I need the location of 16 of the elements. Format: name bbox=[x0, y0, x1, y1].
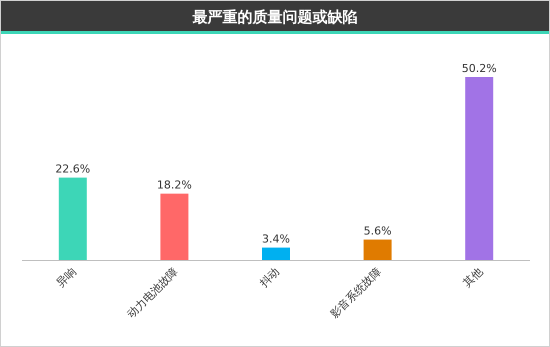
x-tick-label: 抖动 bbox=[256, 264, 282, 290]
data-label: 3.4% bbox=[262, 232, 290, 246]
bar bbox=[465, 77, 494, 260]
x-tick-label: 其他 bbox=[460, 264, 486, 290]
bar bbox=[262, 248, 290, 260]
data-label: 22.6% bbox=[55, 162, 90, 176]
bar bbox=[364, 240, 392, 260]
data-label: 5.6% bbox=[364, 224, 392, 238]
bar bbox=[58, 178, 87, 260]
data-label: 18.2% bbox=[156, 178, 192, 192]
bar bbox=[160, 194, 188, 260]
x-tick-label: 动力电池故障 bbox=[124, 264, 181, 321]
chart-title: 最严重的质量问题或缺陷 bbox=[192, 8, 358, 26]
x-tick-label: 影音系统故障 bbox=[328, 264, 384, 321]
x-tick-label: 异响 bbox=[54, 264, 79, 290]
data-label: 50.2% bbox=[462, 62, 497, 75]
